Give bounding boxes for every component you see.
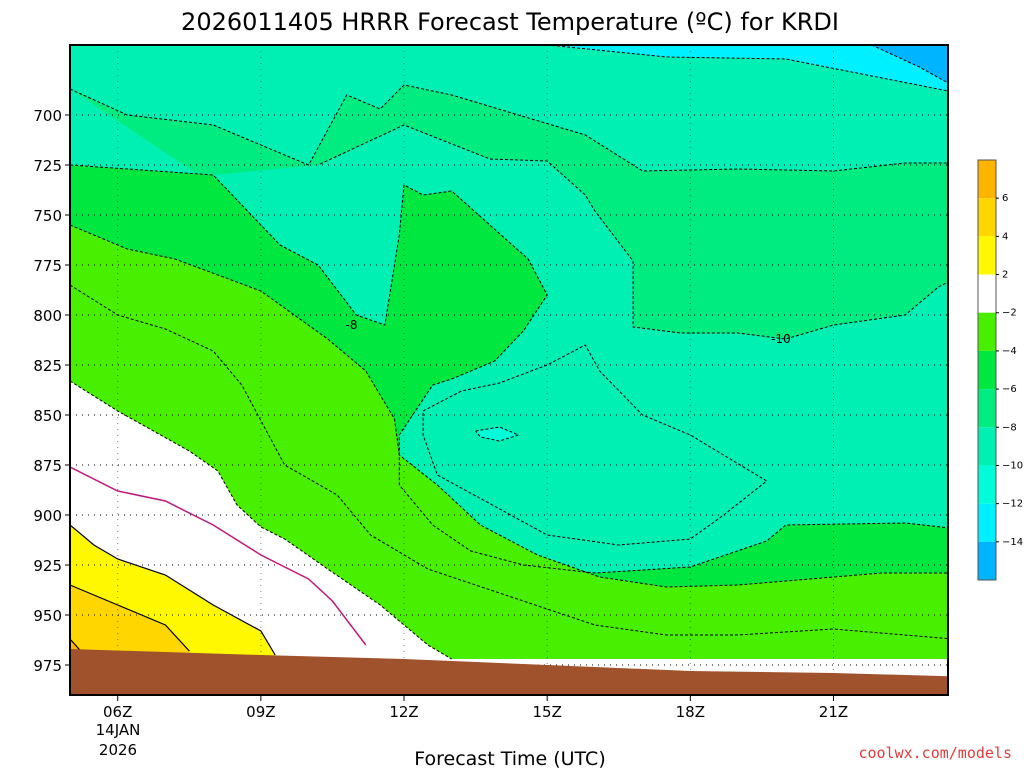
grid-layer: [70, 45, 948, 695]
x-tick-label: 09Z: [246, 703, 275, 721]
plot-frame: [69, 44, 949, 696]
contour-line: [70, 466, 367, 646]
x-date-label-year: 2026: [99, 741, 137, 759]
colorbar-frame: [977, 159, 997, 581]
colorbar-swatch: [978, 236, 996, 275]
colorbar-tick-label: −4: [1002, 346, 1017, 357]
colorbar-tick-label: 2: [1002, 270, 1008, 281]
colorbar-swatch: [978, 503, 996, 542]
contour-layer: [70, 45, 948, 660]
colorbar-swatch: [978, 541, 996, 580]
x-tick-label: 12Z: [389, 703, 418, 721]
temperature-fill-layer: [70, 45, 948, 695]
contour-value-label: -8: [346, 318, 358, 332]
colorbar-tick-label: −8: [1002, 422, 1017, 433]
temperature-band-5: [423, 345, 767, 545]
x-axis-ticks: 06Z 09Z 12Z 15Z 18Z 21Z: [103, 695, 848, 721]
y-tick-label: 800: [33, 307, 62, 325]
y-tick-label: 900: [33, 507, 62, 525]
temperature-band-1: [547, 45, 948, 91]
contour-line: [70, 164, 948, 574]
contour-line: [547, 45, 948, 92]
y-axis-ticks: 700 725 750 775 800 825 850 875 900 925 950 975: [33, 107, 70, 675]
y-tick-label: 925: [33, 557, 62, 575]
x-tick-label: 15Z: [532, 703, 561, 721]
colorbar-tick-label: −14: [1002, 537, 1023, 548]
contour-line: [317, 124, 948, 340]
x-tick-label: 18Z: [676, 703, 705, 721]
contour-line: [70, 584, 190, 652]
y-tick-label: 700: [33, 107, 62, 125]
y-tick-label: 950: [33, 607, 62, 625]
contour-line: [422, 344, 768, 546]
y-tick-label: 725: [33, 157, 62, 175]
colorbar-swatch: [978, 198, 996, 237]
contour-line: [70, 524, 276, 656]
colorbar-swatch: [978, 389, 996, 428]
temperature-band-2: [871, 45, 948, 83]
y-tick-label: 850: [33, 407, 62, 425]
colorbar-tick-label: 4: [1002, 231, 1008, 242]
contour-line: [475, 426, 520, 442]
contour-line: [70, 224, 948, 588]
y-tick-label: 975: [33, 657, 62, 675]
ground-terrain: [70, 649, 948, 695]
temperature-band-10: [70, 381, 948, 695]
colorbar-tick-label: −12: [1002, 499, 1023, 510]
colorbar-swatch: [978, 350, 996, 390]
colorbar-swatch: [978, 160, 996, 199]
credit-text: coolwx.com/models: [858, 744, 1012, 762]
y-tick-label: 875: [33, 457, 62, 475]
y-tick-label: 775: [33, 257, 62, 275]
contour-line: [871, 45, 948, 84]
colorbar-tick-label: 6: [1002, 193, 1008, 204]
contour-line: [70, 380, 452, 660]
colorbar-tick-label: −2: [1002, 308, 1017, 319]
temperature-band-6: [475, 427, 519, 441]
chart-title: 2026011405 HRRR Forecast Temperature (ºC…: [181, 8, 839, 36]
x-axis-label: Forecast Time (UTC): [414, 748, 605, 768]
contour-line: [70, 284, 948, 640]
y-tick-label: 825: [33, 357, 62, 375]
y-tick-label: 750: [33, 207, 62, 225]
colorbar: 6 4 2 −2 −4 −6 −8 −10 −12 −14: [977, 159, 1023, 581]
x-tick-label: 06Z: [103, 703, 132, 721]
x-date-label-day: 14JAN: [96, 721, 141, 739]
colorbar-swatch: [978, 312, 996, 351]
ground-layer: [70, 649, 948, 695]
colorbar-swatch: [978, 274, 996, 313]
x-tick-label: 21Z: [819, 703, 848, 721]
colorbar-swatch: [978, 465, 996, 504]
colorbar-tick-label: −10: [1002, 460, 1023, 471]
contour-line: [70, 84, 948, 172]
contour-label-layer: -8 -10: [346, 318, 791, 346]
colorbar-swatch: [978, 427, 996, 466]
colorbar-tick-label: −6: [1002, 384, 1017, 395]
contour-value-label: -10: [771, 332, 791, 346]
